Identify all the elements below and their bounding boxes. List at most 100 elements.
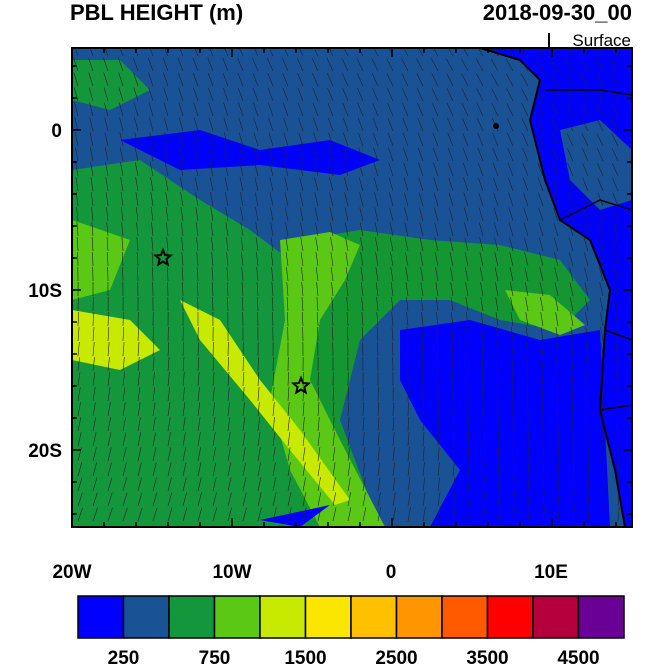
wind-vector xyxy=(151,222,154,237)
wind-vector xyxy=(166,237,169,252)
wind-vector xyxy=(565,73,574,87)
wind-vector xyxy=(377,402,379,417)
wind-vector xyxy=(392,417,395,432)
wind-vector xyxy=(522,133,529,147)
wind-vector xyxy=(256,282,259,297)
wind-vector xyxy=(257,507,262,522)
wind-vector xyxy=(482,372,484,387)
wind-vector xyxy=(152,492,158,507)
wind-vector xyxy=(272,417,275,432)
wind-vector xyxy=(164,162,169,177)
wind-vector xyxy=(225,222,229,237)
wind-vector xyxy=(227,387,230,402)
wind-vector xyxy=(557,492,560,507)
wind-vector xyxy=(464,237,469,252)
wind-vector xyxy=(194,147,199,162)
wind-vector xyxy=(285,222,289,237)
wind-vector xyxy=(407,507,411,522)
wind-vector xyxy=(390,282,394,297)
wind-vector xyxy=(297,72,304,87)
wind-vector xyxy=(313,132,319,147)
wind-vector xyxy=(299,192,304,207)
wind-vector xyxy=(283,48,289,57)
wind-vector xyxy=(475,58,484,72)
wind-vector xyxy=(242,356,244,372)
wind-vector xyxy=(521,103,529,117)
wind-vector xyxy=(422,507,426,522)
wind-vector xyxy=(494,237,499,252)
wind-vector xyxy=(526,357,529,372)
wind-vector xyxy=(452,477,455,492)
wind-vector xyxy=(477,132,484,147)
wind-vector xyxy=(491,73,499,87)
wind-vector xyxy=(377,432,380,447)
wind-vector xyxy=(611,148,619,162)
wind-vector xyxy=(313,117,319,132)
wind-vector xyxy=(416,58,424,72)
wind-vector xyxy=(344,207,349,222)
wind-vector xyxy=(149,132,154,147)
wind-vector xyxy=(287,462,291,477)
wind-vector xyxy=(212,432,216,447)
wind-vector xyxy=(551,103,559,117)
wind-vector xyxy=(287,402,290,417)
wind-vector xyxy=(152,357,155,372)
wind-vector xyxy=(315,252,319,267)
wind-vector xyxy=(345,237,349,252)
wind-vector xyxy=(136,237,139,252)
wind-vector xyxy=(542,462,545,477)
wind-vector xyxy=(391,327,394,342)
wind-vector xyxy=(539,252,544,267)
wind-vector xyxy=(419,237,424,252)
wind-vector xyxy=(342,117,349,132)
wind-vector xyxy=(437,416,439,432)
wind-vector xyxy=(432,132,439,147)
wind-vector xyxy=(611,118,619,132)
wind-vector xyxy=(431,73,439,87)
wind-vector xyxy=(301,282,304,297)
wind-vector xyxy=(572,477,575,492)
wind-vector xyxy=(490,58,499,72)
wind-vector xyxy=(197,372,200,387)
wind-vector xyxy=(527,492,530,507)
wind-vector xyxy=(196,252,199,267)
wind-vector xyxy=(617,507,620,522)
wind-vector xyxy=(107,387,111,402)
wind-vector xyxy=(538,192,544,207)
wind-vector xyxy=(480,282,484,297)
wind-vector xyxy=(272,507,277,522)
wind-vector xyxy=(287,387,290,402)
wind-vector xyxy=(227,507,232,522)
station-star xyxy=(152,247,174,267)
wind-vector xyxy=(479,237,484,252)
wind-vector xyxy=(197,432,201,447)
wind-vector xyxy=(298,132,304,147)
wind-vector xyxy=(208,102,214,117)
wind-vector xyxy=(297,102,304,117)
wind-vector xyxy=(418,192,424,207)
wind-vector xyxy=(599,267,604,282)
wind-vector xyxy=(120,192,124,207)
wind-vector xyxy=(77,327,80,342)
wind-vector xyxy=(272,477,277,492)
wind-vector xyxy=(106,207,109,222)
wind-vector xyxy=(332,492,337,507)
wind-vector xyxy=(417,147,424,162)
wind-vector xyxy=(463,177,469,192)
wind-vector xyxy=(313,162,319,177)
wind-vector xyxy=(75,162,79,177)
wind-vector xyxy=(345,252,349,267)
colorbar-box xyxy=(532,595,580,639)
wind-vector xyxy=(495,282,499,297)
wind-vector xyxy=(582,163,589,177)
wind-vector xyxy=(391,342,394,357)
wind-vector xyxy=(285,252,289,267)
wind-vector xyxy=(149,48,154,57)
wind-vector xyxy=(227,357,229,372)
wind-vector xyxy=(73,87,79,102)
wind-vector xyxy=(437,507,441,522)
wind-vector xyxy=(92,492,98,507)
wind-vector xyxy=(193,87,199,102)
wind-vector xyxy=(506,73,514,87)
